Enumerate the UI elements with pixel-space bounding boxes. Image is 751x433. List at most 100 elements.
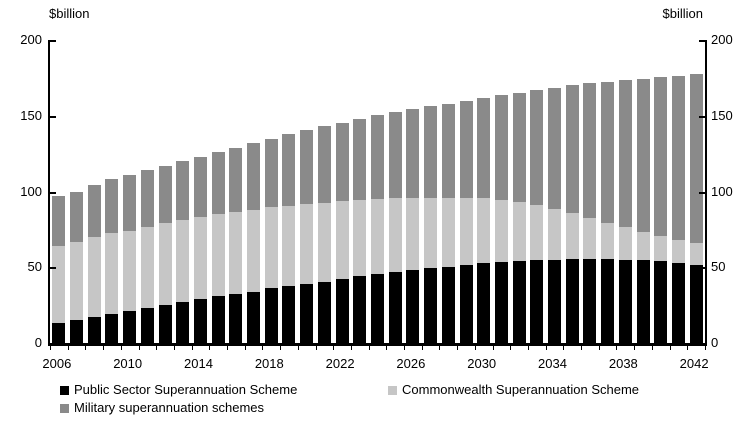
y-tick-right (699, 267, 705, 270)
bar-2009 (103, 40, 121, 343)
bar-segment (193, 299, 207, 343)
x-axis-label-2010: 2010 (113, 356, 143, 371)
x-tick (173, 346, 175, 350)
bar-segment (353, 118, 367, 200)
bar-segment (388, 198, 402, 272)
bar-segment (565, 213, 579, 259)
bar-segment (477, 263, 491, 343)
bar-segment (388, 111, 402, 199)
bar-2023 (351, 40, 369, 343)
bar-segment (636, 78, 650, 232)
bar-segment (70, 191, 84, 242)
bar-segment (565, 258, 579, 343)
bar-segment (70, 319, 84, 343)
y-axis-label-left: 150 (20, 107, 42, 123)
bar-segment (123, 230, 137, 312)
x-tick (421, 346, 423, 350)
bar-segment (300, 283, 314, 343)
x-axis-label-2006: 2006 (42, 356, 72, 371)
bar-segment (654, 236, 668, 262)
bar-segment (229, 211, 243, 294)
bar-segment (176, 161, 190, 221)
bar-segment (105, 314, 119, 343)
bar-segment (441, 197, 455, 267)
x-tick (404, 346, 406, 350)
x-tick (120, 346, 122, 350)
bar-segment (335, 279, 349, 343)
bar-segment (335, 201, 349, 280)
bar-2033 (528, 40, 546, 343)
bar-segment (353, 199, 367, 277)
x-tick (634, 346, 636, 350)
bar-segment (264, 207, 278, 289)
bar-segment (176, 220, 190, 303)
bar-segment (530, 260, 544, 343)
x-tick (598, 346, 600, 350)
y-axis-label-right: 0 (711, 335, 719, 350)
bar-segment (583, 218, 597, 259)
bar-2013 (174, 40, 192, 343)
bar-segment (282, 205, 296, 287)
bar-2010 (121, 40, 139, 343)
bar-segment (317, 281, 331, 343)
bar-segment (512, 93, 526, 203)
y-axis-label-right: 200 (711, 32, 733, 47)
legend-marker-public-sector-icon (60, 385, 69, 395)
x-tick (85, 346, 87, 350)
x-tick (386, 346, 388, 350)
bar-2006 (50, 40, 68, 343)
bar-segment (282, 133, 296, 206)
bar-segment (105, 233, 119, 315)
bar-2012 (156, 40, 174, 343)
bar-segment (140, 227, 154, 309)
legend-label-military: Military superannuation schemes (74, 400, 265, 415)
bar-2025 (386, 40, 404, 343)
bar-segment (264, 288, 278, 343)
bar-segment (317, 202, 331, 282)
bar-segment (494, 261, 508, 343)
bar-segment (353, 276, 367, 343)
bar-segment (601, 258, 615, 343)
bar-2030 (475, 40, 493, 343)
bar-segment (459, 100, 473, 198)
bar-segment (424, 197, 438, 269)
bar-segment (211, 296, 225, 343)
y-axis-label-left: 50 (27, 259, 42, 275)
bar-segment (618, 227, 632, 260)
x-tick (227, 346, 229, 350)
x-axis-label-2014: 2014 (184, 356, 213, 371)
x-axis-label-2026: 2026 (396, 356, 426, 371)
y-tick-left (50, 40, 56, 42)
x-tick (581, 346, 583, 350)
x-tick (138, 346, 140, 350)
y-axis-unit-left: $billion (49, 6, 90, 21)
bar-segment (282, 286, 296, 343)
bar-segment (158, 223, 172, 306)
bar-segment (335, 122, 349, 202)
bar-segment (530, 205, 544, 261)
bar-segment (247, 291, 261, 343)
bar-segment (494, 95, 508, 200)
bar-2041 (670, 40, 688, 343)
bar-segment (193, 217, 207, 300)
bar-2014 (192, 40, 210, 343)
x-axis-label-2030: 2030 (467, 356, 497, 371)
x-tick (67, 346, 69, 350)
x-axis-label-2022: 2022 (325, 356, 355, 371)
bar-segment (370, 115, 384, 200)
bar-2031 (493, 40, 511, 343)
bar-segment (229, 147, 243, 212)
bar-segment (300, 130, 314, 205)
bar-segment (158, 165, 172, 224)
legend-marker-military-icon (60, 403, 69, 413)
bar-segment (548, 87, 562, 209)
bar-segment (565, 85, 579, 214)
bar-2032 (510, 40, 528, 343)
bar-segment (459, 197, 473, 265)
legend-item-commonwealth: Commonwealth Superannuation Scheme (388, 381, 639, 399)
bar-segment (247, 209, 261, 292)
bar-segment (671, 240, 685, 263)
bar-2021 (316, 40, 334, 343)
legend-row-2: Military superannuation schemes (60, 399, 700, 417)
bar-segment (601, 222, 615, 259)
